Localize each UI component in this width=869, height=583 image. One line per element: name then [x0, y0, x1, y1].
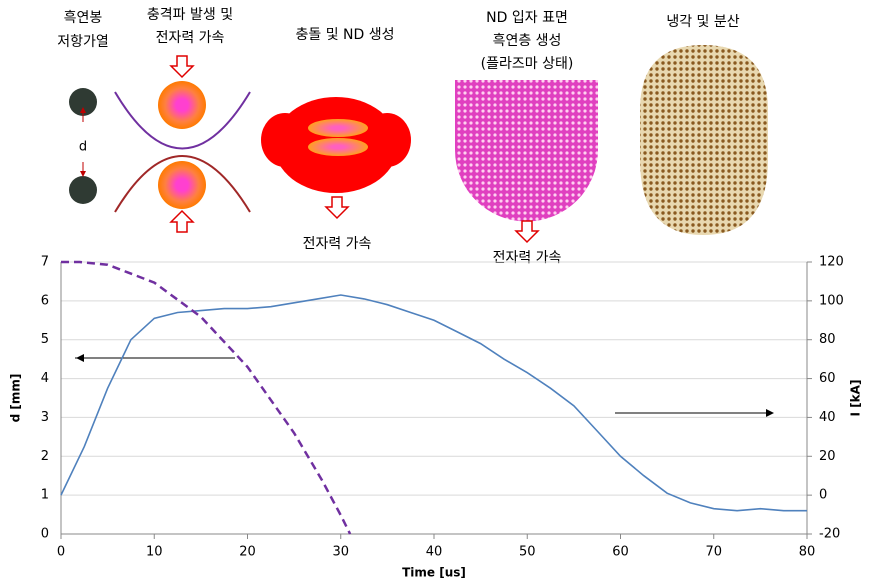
x-tick-label: 40: [426, 545, 443, 560]
gap-label: d: [79, 140, 87, 155]
y-tick-label: 0: [41, 527, 49, 542]
y2-tick-label: 60: [819, 371, 836, 386]
force-arrow: [169, 55, 195, 79]
y2-tick-label: 80: [819, 332, 836, 347]
x-tick-label: 70: [705, 545, 722, 560]
force-arrow: [324, 196, 350, 220]
y2-tick-label: 120: [819, 255, 844, 270]
y-tick-label: 5: [41, 332, 49, 347]
series-line: [60, 294, 807, 512]
particle: [158, 161, 206, 209]
stage-label: 충격파 발생 및: [147, 7, 233, 23]
x-tick-label: 10: [146, 545, 163, 560]
y2-tick-label: 20: [819, 449, 836, 464]
stage-label: 흑연봉: [64, 9, 103, 26]
x-tick-label: 20: [239, 545, 256, 560]
diagram: 흑연봉 저항가열 충격파 발생 및 전자력 가속 충돌 및 ND 생성 ND 입…: [57, 7, 768, 266]
y-axis-title: d [mm]: [9, 374, 23, 423]
series-line: [61, 260, 352, 535]
x-tick-label: 60: [612, 545, 629, 560]
force-arrow: [514, 220, 540, 244]
x-tick-label: 80: [799, 545, 816, 560]
force-arrow: [169, 209, 195, 233]
y2-tick-label: 100: [819, 293, 844, 308]
x-tick-label: 50: [519, 545, 536, 560]
stage-label: 저항가열: [57, 34, 109, 50]
x-axis-title: Time [us]: [402, 566, 466, 580]
stage-label: 흑연층 생성: [493, 32, 562, 49]
stage-label: 충돌 및 ND 생성: [295, 27, 394, 43]
y2-tick-label: 0: [819, 488, 827, 503]
graphite-rod: [69, 176, 97, 204]
stage-label: 냉각 및 분산: [666, 14, 739, 30]
graphite-rod: [69, 88, 97, 116]
x-tick-label: 30: [332, 545, 349, 560]
field-line: [114, 155, 251, 213]
y-tick-label: 1: [41, 488, 49, 503]
stage-label: 전자력 가속: [156, 30, 225, 46]
nd-core: [308, 138, 368, 156]
y-tick-label: 2: [41, 449, 49, 464]
chart: 0 1 2 3 4 5 6 7 -20 0 20 40 60 80 100 120 0 10 20 30 40 50 60 7…: [9, 255, 863, 580]
nd-core: [308, 119, 368, 137]
y2-tick-label: 40: [819, 410, 836, 425]
x-tick-label: 0: [57, 545, 65, 560]
force-label: 전자력 가속: [493, 250, 562, 266]
y-tick-label: 6: [41, 293, 49, 308]
y2-axis-title: I [kA]: [849, 380, 863, 417]
plasma-particle: [455, 80, 598, 222]
y-tick-label: 3: [41, 410, 49, 425]
y-tick-label: 4: [41, 371, 49, 386]
y-tick-label: 7: [41, 255, 49, 270]
dispersed-particles: [640, 45, 768, 235]
y2-tick-label: -20: [819, 527, 840, 542]
particle: [158, 81, 206, 129]
stage-label: ND 입자 표면: [486, 10, 568, 26]
force-label: 전자력 가속: [303, 236, 372, 252]
field-line: [114, 91, 251, 150]
stage-label: (플라즈마 상태): [481, 56, 574, 72]
